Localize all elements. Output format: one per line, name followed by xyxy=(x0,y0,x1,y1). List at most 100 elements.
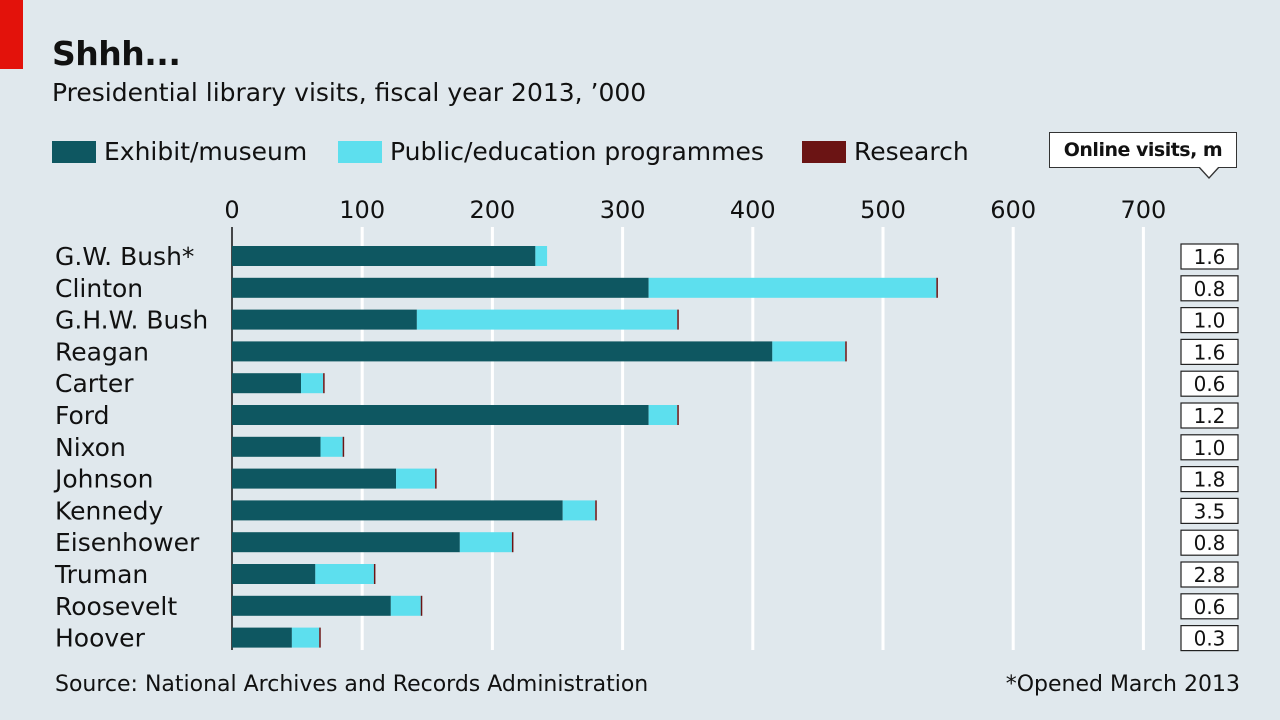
online-visits-box xyxy=(1180,275,1239,302)
bar-segment xyxy=(511,532,514,553)
bar-segment xyxy=(677,405,679,425)
bar-segment xyxy=(390,595,421,616)
bar-segment xyxy=(232,595,391,616)
bar-segment xyxy=(301,373,324,394)
chart-title: Shhh... xyxy=(52,34,181,73)
bar-segment xyxy=(232,246,536,266)
brand-tab xyxy=(0,0,23,69)
bar-segment xyxy=(320,436,343,457)
bar-segment xyxy=(936,277,938,298)
bar-segment xyxy=(396,468,436,489)
bar-segment xyxy=(232,564,316,584)
bar-segment xyxy=(416,309,678,330)
legend-label-exhibit: Exhibit/museum xyxy=(104,137,308,166)
bar-segment xyxy=(562,500,596,521)
category-label: G.W. Bush* xyxy=(55,242,194,271)
online-visits-value: 1.2 xyxy=(1194,404,1226,428)
online-visits-value: 1.0 xyxy=(1194,309,1226,333)
online-visits-box xyxy=(1180,497,1239,524)
category-label: Nixon xyxy=(55,433,126,462)
online-visits-value: 1.8 xyxy=(1194,468,1226,492)
online-visits-box xyxy=(1180,243,1239,270)
bar-segment xyxy=(232,436,321,457)
category-label: Truman xyxy=(54,560,148,589)
online-visits-header: Online visits, m xyxy=(1049,132,1237,168)
legend-item-public: Public/education programmes xyxy=(338,137,764,166)
online-visits-value: 1.0 xyxy=(1194,436,1226,460)
category-label: Carter xyxy=(55,369,134,398)
bar-segment xyxy=(291,627,320,648)
bar-segment xyxy=(648,405,678,425)
online-visits-value: 3.5 xyxy=(1194,499,1226,523)
bar-segment xyxy=(319,627,321,648)
online-visits-box xyxy=(1180,593,1239,620)
online-visits-pointer-fill xyxy=(1199,166,1219,177)
x-tick-label: 500 xyxy=(860,196,906,224)
bar-segment xyxy=(232,373,302,394)
online-visits-value: 0.8 xyxy=(1194,277,1226,301)
category-label: Ford xyxy=(55,401,110,430)
x-tick-label: 600 xyxy=(990,196,1036,224)
bar-segment xyxy=(595,500,597,521)
bar-segment xyxy=(323,373,325,394)
x-tick-label: 700 xyxy=(1120,196,1166,224)
category-label: Reagan xyxy=(55,337,149,366)
online-visits-box xyxy=(1180,338,1239,365)
category-label: Clinton xyxy=(55,274,143,303)
legend-label-public: Public/education programmes xyxy=(390,137,764,166)
bar-segment xyxy=(677,309,679,330)
online-visits-box xyxy=(1180,307,1239,334)
bar-segment xyxy=(232,468,397,489)
x-tick-label: 400 xyxy=(730,196,776,224)
bar-segment xyxy=(535,246,548,266)
online-visits-box xyxy=(1180,402,1239,429)
legend-swatch-research xyxy=(802,140,846,163)
online-visits-value: 0.6 xyxy=(1194,595,1226,619)
bar-segment xyxy=(373,564,376,584)
online-visits-box xyxy=(1180,624,1239,652)
online-visits-box xyxy=(1180,434,1239,461)
online-visits-value: 1.6 xyxy=(1194,245,1226,269)
category-label: Kennedy xyxy=(55,496,163,525)
bar-segment xyxy=(845,341,847,362)
x-tick-label: 100 xyxy=(339,196,385,224)
source-note: Source: National Archives and Records Ad… xyxy=(55,672,649,697)
legend-label-research: Research xyxy=(854,137,969,166)
online-visits-box xyxy=(1180,466,1239,493)
x-tick-label: 200 xyxy=(469,196,515,224)
bar-segment xyxy=(232,309,417,330)
bar-segment xyxy=(232,405,649,425)
bar-segment xyxy=(232,277,649,298)
online-visits-box xyxy=(1180,529,1239,556)
bar-segment xyxy=(435,468,437,489)
x-tick-label: 300 xyxy=(600,196,646,224)
bar-segment xyxy=(315,564,374,584)
category-label: Roosevelt xyxy=(55,592,177,621)
bar-segment xyxy=(648,277,937,298)
category-label: Hoover xyxy=(55,624,146,653)
legend-swatch-public xyxy=(338,140,382,163)
bar-segment xyxy=(232,341,773,362)
legend-swatch-exhibit xyxy=(52,140,96,163)
online-visits-value: 1.6 xyxy=(1194,340,1226,364)
online-visits-box xyxy=(1180,370,1239,397)
x-tick-label: 0 xyxy=(224,196,239,224)
legend-item-exhibit: Exhibit/museum xyxy=(52,137,307,166)
online-visits-value: 0.3 xyxy=(1194,627,1226,651)
category-label: Johnson xyxy=(53,465,154,494)
online-visits-box xyxy=(1180,561,1239,588)
category-label: G.H.W. Bush xyxy=(55,306,208,335)
bar-segment xyxy=(232,627,292,648)
bar-segment xyxy=(459,532,512,553)
footnote: *Opened March 2013 xyxy=(1005,672,1240,697)
bar-segment xyxy=(420,595,423,616)
online-visits-value: 2.8 xyxy=(1194,563,1226,587)
category-label: Eisenhower xyxy=(55,528,200,557)
bar-segment xyxy=(232,532,460,553)
bar-segment xyxy=(232,500,563,521)
bar-segment xyxy=(772,341,846,362)
bar-segment xyxy=(342,436,345,457)
chart-subtitle: Presidential library visits, fiscal year… xyxy=(52,78,647,107)
legend-item-research: Research xyxy=(802,137,969,166)
